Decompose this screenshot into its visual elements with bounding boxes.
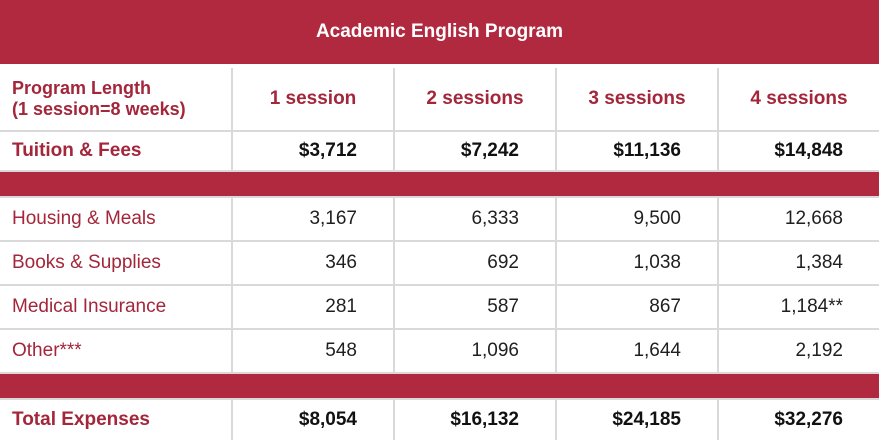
table-cell: 9,500 bbox=[556, 197, 719, 242]
table-title: Academic English Program bbox=[0, 0, 879, 64]
table-cell: 1,096 bbox=[394, 329, 557, 374]
separator-cell bbox=[0, 373, 879, 400]
separator-band bbox=[0, 373, 879, 400]
row-label: Books & Supplies bbox=[0, 241, 233, 286]
program-length-label: Program Length bbox=[12, 78, 152, 98]
session-definition-label: (1 session=8 weeks) bbox=[12, 99, 186, 119]
table-cell: $8,054 bbox=[232, 399, 395, 440]
table-cell: 1,184** bbox=[718, 285, 879, 330]
table-cell: 281 bbox=[232, 285, 395, 330]
row-label: Other*** bbox=[0, 329, 233, 374]
table-cell: $11,136 bbox=[556, 131, 719, 172]
table-cell: 1,644 bbox=[556, 329, 719, 374]
table-row: Other*** 548 1,096 1,644 2,192 bbox=[0, 329, 879, 374]
table-cell: 12,668 bbox=[718, 197, 879, 242]
tuition-row: Tuition & Fees $3,712 $7,242 $11,136 $14… bbox=[0, 131, 879, 172]
row-label: Tuition & Fees bbox=[0, 131, 233, 172]
table-row: Housing & Meals 3,167 6,333 9,500 12,668 bbox=[0, 197, 879, 242]
row-label: Housing & Meals bbox=[0, 197, 233, 242]
table-cell: $7,242 bbox=[394, 131, 557, 172]
table-cell: $24,185 bbox=[556, 399, 719, 440]
table-cell: 1,384 bbox=[718, 241, 879, 286]
column-header-2-sessions: 2 sessions bbox=[394, 68, 557, 132]
header-row: Program Length (1 session=8 weeks) 1 ses… bbox=[0, 68, 879, 132]
table-cell: 692 bbox=[394, 241, 557, 286]
table-cell: 2,192 bbox=[718, 329, 879, 374]
table-cell: 3,167 bbox=[232, 197, 395, 242]
separator-band bbox=[0, 171, 879, 198]
row-label: Total Expenses bbox=[0, 399, 233, 440]
table-cell: 867 bbox=[556, 285, 719, 330]
column-header-4-sessions: 4 sessions bbox=[718, 68, 879, 132]
row-label: Medical Insurance bbox=[0, 285, 233, 330]
expense-table: Program Length (1 session=8 weeks) 1 ses… bbox=[0, 68, 879, 440]
table-cell: 6,333 bbox=[394, 197, 557, 242]
table-cell: 548 bbox=[232, 329, 395, 374]
column-header-1-session: 1 session bbox=[232, 68, 395, 132]
table-cell: $3,712 bbox=[232, 131, 395, 172]
table-cell: $16,132 bbox=[394, 399, 557, 440]
table-cell: 587 bbox=[394, 285, 557, 330]
program-length-header: Program Length (1 session=8 weeks) bbox=[0, 68, 233, 132]
table-cell: $14,848 bbox=[718, 131, 879, 172]
table-row: Books & Supplies 346 692 1,038 1,384 bbox=[0, 241, 879, 286]
table-row: Medical Insurance 281 587 867 1,184** bbox=[0, 285, 879, 330]
table-cell: 346 bbox=[232, 241, 395, 286]
separator-cell bbox=[0, 171, 879, 198]
table-cell: $32,276 bbox=[774, 409, 843, 430]
table-cell: 1,038 bbox=[556, 241, 719, 286]
column-header-3-sessions: 3 sessions bbox=[556, 68, 719, 132]
total-row: Total Expenses $8,054 $16,132 $24,185 $3… bbox=[0, 399, 879, 440]
